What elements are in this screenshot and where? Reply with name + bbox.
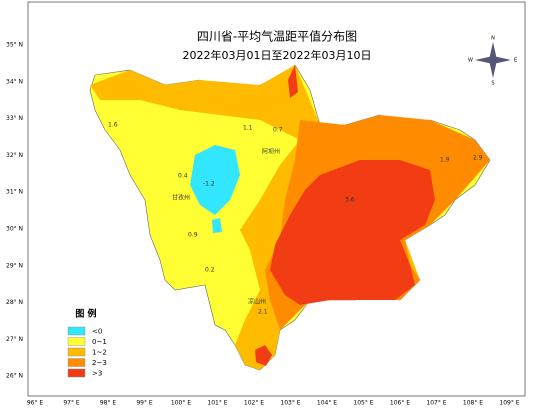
station-value: -1.2 [203, 181, 215, 188]
lon-label: 102° E [244, 400, 264, 407]
station-value: 0.2 [205, 267, 215, 274]
regions [89, 64, 491, 371]
lon-label: 101° E [207, 400, 227, 407]
place-name: 阿坝州 [262, 148, 280, 156]
lat-label: 33° N [6, 115, 23, 122]
station-value: 3.6 [345, 197, 355, 204]
lat-label: 32° N [6, 152, 23, 159]
legend-swatch [67, 347, 86, 357]
station-value: 0.4 [178, 173, 188, 180]
legend-label: <0 [92, 328, 102, 336]
axis-labels: 35° N 34° N 33° N 32° N 31° N 30° N 29° N 28° N… [6, 42, 520, 407]
legend: <0 0~1 1~2 2~3 >3 [67, 326, 107, 378]
stations: 1.6 1.1 0.7 0.4 -1.2 0.9 0.2 2.1 3.6 2.9… [108, 122, 483, 316]
region [255, 345, 272, 366]
lon-label: 104° E [317, 400, 337, 407]
region [190, 145, 240, 215]
legend-swatch [67, 326, 86, 336]
legend-label: 2~3 [92, 359, 107, 367]
station-value: 1.6 [108, 122, 118, 129]
lon-label: 106° E [390, 400, 410, 407]
lon-label: 105° E [353, 400, 373, 407]
lat-label: 34° N [6, 78, 23, 85]
lat-label: 30° N [6, 226, 23, 233]
lat-label: 31° N [6, 189, 23, 196]
map-subtitle: 2022年03月01日至2022年03月10日 [183, 48, 372, 62]
lon-label: 103° E [280, 400, 300, 407]
compass-label: N [491, 36, 495, 42]
station-value: 0.7 [273, 127, 283, 134]
station-value: 1.1 [243, 125, 253, 132]
lon-label: 98° E [100, 400, 117, 407]
legend-swatch [67, 358, 86, 367]
legend-title: 图 例 [75, 308, 96, 320]
place-name: 甘孜州 [172, 194, 190, 202]
lat-label: 35° N [6, 42, 23, 49]
lat-label: 27° N [6, 336, 23, 343]
lon-label: 97° E [63, 400, 80, 407]
lon-label: 96° E [27, 400, 44, 407]
legend-label: >3 [92, 370, 102, 378]
lon-label: 100° E [171, 400, 191, 407]
compass: N E S W [468, 36, 517, 87]
station-value: 1.9 [440, 157, 450, 164]
lon-label: 107° E [426, 400, 446, 407]
station-value: 2.9 [473, 155, 483, 162]
compass-label: S [491, 81, 494, 87]
station-value: 2.1 [258, 309, 268, 316]
lon-label: 99° E [136, 400, 153, 407]
station-value: 0.9 [188, 232, 198, 239]
lon-label: 109° E [499, 400, 519, 407]
lat-label: 29° N [6, 262, 23, 269]
region [270, 160, 435, 305]
compass-label: W [468, 58, 473, 64]
legend-label: 1~2 [92, 349, 107, 357]
compass-label: E [514, 58, 517, 64]
legend-swatch [67, 368, 86, 378]
place-name: 凉山州 [248, 298, 266, 306]
compass-rose [475, 42, 511, 78]
lon-label: 108° E [463, 400, 483, 407]
region [212, 218, 222, 233]
map-title: 四川省-平均气温距平值分布图 [197, 29, 357, 44]
lat-label: 28° N [6, 299, 23, 306]
legend-swatch [67, 337, 86, 346]
legend-label: 0~1 [92, 338, 107, 346]
lat-label: 26° N [6, 373, 23, 380]
region [288, 65, 298, 98]
